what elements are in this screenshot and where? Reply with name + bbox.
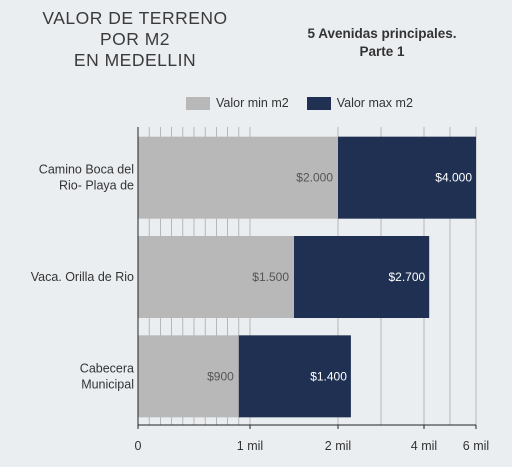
legend-swatch-max (306, 96, 331, 110)
category-label: Camino Boca del (39, 163, 134, 177)
chart-title: VALOR DE TERRENO POR M2 EN MEDELLIN (40, 8, 230, 71)
x-tick-label: 1 mil (237, 439, 263, 453)
legend-label-max: Valor max m2 (336, 96, 413, 110)
data-label-max: $4.000 (435, 171, 472, 185)
bar-max (238, 335, 351, 418)
category-label: Vaca. Orilla de Rio (31, 270, 134, 284)
x-tick-label: 6 mil (463, 439, 489, 453)
legend-item-min: Valor min m2 (186, 96, 289, 110)
subtitle-line: 5 Avenidas principales. (307, 26, 457, 41)
subtitle-line: Parte 1 (359, 44, 405, 59)
data-label-max: $2.700 (388, 270, 425, 284)
data-label-min: $2.000 (296, 171, 333, 185)
data-label-min: $900 (207, 369, 234, 383)
bar-min (138, 335, 239, 418)
bar-min (138, 236, 294, 318)
bar-max (294, 236, 430, 318)
title-line: VALOR DE TERRENO (42, 8, 228, 28)
chart-subtitle: 5 Avenidas principales. Parte 1 (282, 25, 482, 61)
data-label-min: $1.500 (252, 270, 289, 284)
title-line: POR M2 (99, 29, 171, 49)
category-label: Cabecera (80, 361, 134, 375)
x-tick-label: 2 mil (325, 439, 351, 453)
x-tick-label: 0 (135, 439, 142, 453)
title-line: EN MEDELLIN (73, 50, 197, 70)
x-tick-label: 4 mil (411, 439, 437, 453)
bar-max (338, 136, 476, 219)
legend-item-max: Valor max m2 (306, 96, 413, 110)
data-label-max: $1.400 (310, 369, 347, 383)
category-label: Municipal (81, 377, 134, 391)
legend: Valor min m2 Valor max m2 (186, 96, 431, 110)
bar-min (138, 136, 338, 219)
legend-label-min: Valor min m2 (216, 96, 289, 110)
category-label: Rio- Playa de (59, 179, 134, 193)
legend-swatch-min (186, 96, 210, 110)
